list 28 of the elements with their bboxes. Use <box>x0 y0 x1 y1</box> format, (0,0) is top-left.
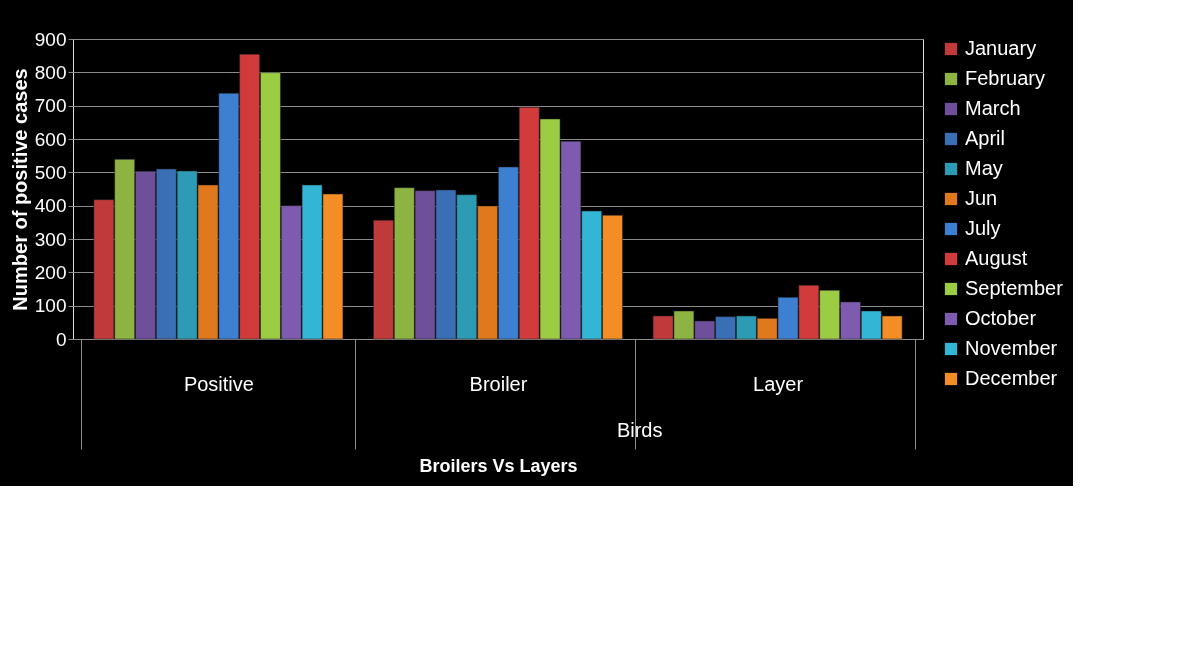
legend-label: November <box>965 337 1058 359</box>
x-tick-label: Positive <box>183 372 254 395</box>
y-tick-label: 800 <box>34 61 67 83</box>
legend-label: May <box>965 157 1003 179</box>
legend-label: October <box>965 307 1037 329</box>
y-tick-label: 400 <box>34 195 67 217</box>
y-tick-label: 900 <box>34 28 67 50</box>
legend-label: January <box>965 37 1037 59</box>
legend-label: August <box>965 247 1028 269</box>
legend-label: December <box>965 367 1058 389</box>
legend-label: February <box>965 67 1046 89</box>
x-axis-title: Broilers Vs Layers <box>419 456 578 476</box>
y-tick-label: 500 <box>34 161 67 183</box>
y-tick-label: 0 <box>55 328 67 350</box>
x-tick-label: Layer <box>753 372 804 395</box>
text: Birds <box>616 419 663 441</box>
legend-label: Jun <box>965 187 998 209</box>
y-axis-title: Number of positive cases <box>8 68 31 311</box>
legend-label: September <box>965 277 1064 299</box>
x-tick-label: Broiler <box>469 372 528 395</box>
y-tick-label: 600 <box>34 128 67 150</box>
legend-label: April <box>965 127 1006 149</box>
legend-label: July <box>965 217 1001 239</box>
legend-label: March <box>965 97 1021 119</box>
y-tick-label: 700 <box>34 95 67 117</box>
y-tick-label: 200 <box>34 261 67 283</box>
y-tick-label: 100 <box>34 295 67 317</box>
y-tick-label: 300 <box>34 228 67 250</box>
